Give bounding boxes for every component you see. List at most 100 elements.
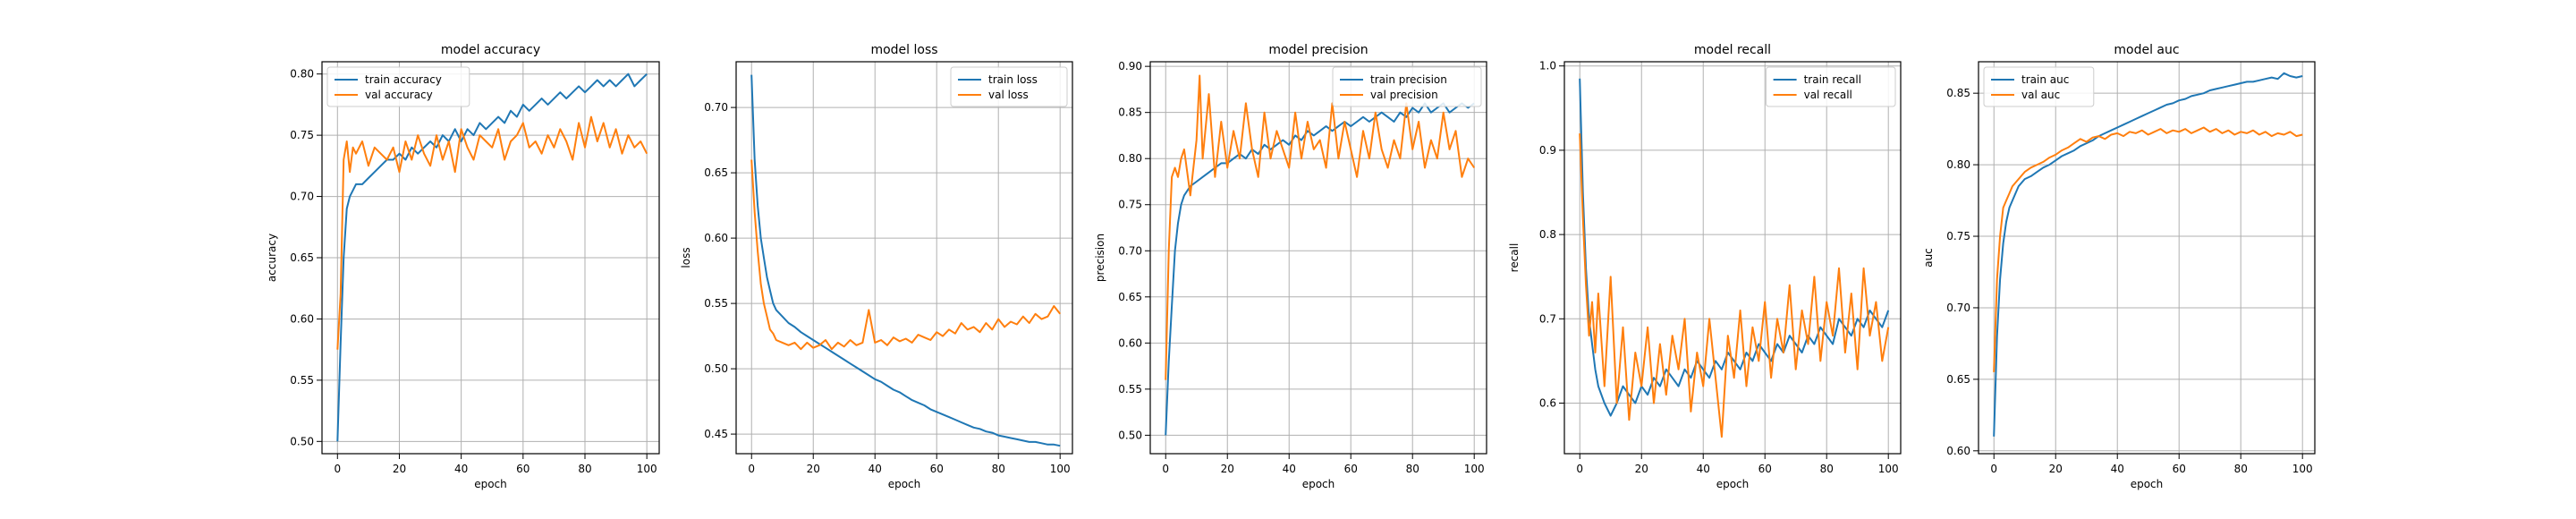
x-tick-label: 0 [1990, 463, 1997, 475]
x-tick-label: 80 [992, 463, 1005, 475]
y-tick-label: 0.65 [704, 166, 728, 179]
y-tick-label: 0.55 [290, 374, 314, 387]
y-tick-label: 0.55 [704, 297, 728, 310]
legend-entry: train precision [1370, 73, 1447, 86]
y-tick-label: 0.85 [1946, 87, 1970, 99]
series-line-train [1993, 72, 2303, 437]
x-tick-label: 60 [2173, 463, 2186, 475]
x-tick-label: 80 [1406, 463, 1419, 475]
y-tick-label: 0.50 [704, 362, 728, 375]
x-tick-label: 60 [1344, 463, 1358, 475]
chart-panel-1: 0 20 40 60 80 100 0.50 0.55 0.60 0.65 0.70 0.75 0.80… [266, 43, 660, 490]
y-tick-label: 0.9 [1539, 144, 1556, 157]
x-tick-label: 20 [1635, 463, 1648, 475]
y-tick-label: 0.60 [290, 312, 314, 325]
legend: train precision val precision [1332, 66, 1482, 107]
legend-box [1332, 66, 1482, 107]
series-line-val [1993, 126, 2303, 372]
legend-box [1766, 66, 1896, 107]
legend-entry: val recall [1804, 89, 1852, 101]
series-line-val [1579, 133, 1890, 438]
y-tick-label: 0.70 [1118, 244, 1142, 257]
y-axis-label: loss [680, 247, 692, 268]
x-tick-label: 0 [1576, 463, 1583, 475]
y-tick-label: 0.90 [1118, 60, 1142, 72]
y-tick-label: 1.0 [1539, 60, 1556, 72]
y-axis-label: accuracy [266, 234, 278, 282]
chart-panel-5: 0 20 40 60 80 100 0.60 0.65 0.70 0.75 0.80 0.85 mode… [1922, 43, 2316, 490]
x-tick-label: 80 [1820, 463, 1834, 475]
legend: train auc val auc [1983, 66, 2095, 107]
legend-entry: val accuracy [365, 89, 433, 101]
x-tick-label: 20 [807, 463, 820, 475]
y-tick-label: 0.70 [1946, 302, 1970, 314]
x-tick-label: 100 [1878, 463, 1899, 475]
x-tick-label: 100 [1464, 463, 1485, 475]
axes-frame [1149, 61, 1487, 455]
y-tick-label: 0.45 [704, 428, 728, 440]
x-tick-label: 20 [1221, 463, 1234, 475]
series-line-train [336, 72, 648, 442]
y-tick-label: 0.80 [1946, 158, 1970, 171]
axes-frame [1563, 61, 1902, 455]
legend-entry: val precision [1370, 89, 1438, 101]
x-axis-label: epoch [888, 478, 921, 490]
legend: train recall val recall [1766, 66, 1896, 107]
x-tick-label: 80 [2234, 463, 2248, 475]
series-line-val [750, 159, 1061, 351]
x-tick-label: 40 [1697, 463, 1710, 475]
y-tick-label: 0.80 [1118, 152, 1142, 165]
x-tick-label: 0 [1162, 463, 1169, 475]
chart-title: model auc [2114, 43, 2179, 57]
y-tick-label: 0.8 [1539, 228, 1556, 241]
y-tick-label: 0.75 [290, 129, 314, 141]
axes-frame [1978, 61, 2316, 455]
legend: train accuracy val accuracy [326, 66, 470, 107]
legend-entry: train auc [2021, 73, 2069, 86]
y-axis-label: recall [1508, 243, 1521, 273]
x-tick-label: 60 [1758, 463, 1772, 475]
y-tick-label: 0.85 [1118, 106, 1142, 119]
y-tick-label: 0.60 [704, 232, 728, 244]
y-tick-label: 0.65 [1118, 291, 1142, 303]
x-axis-label: epoch [1716, 478, 1750, 490]
legend-entry: val auc [2021, 89, 2060, 101]
series-line-val [336, 115, 648, 350]
chart-panel-4: 0 20 40 60 80 100 0.6 0.7 0.8 0.9 1.0 model recall e… [1508, 43, 1902, 490]
chart-title: model accuracy [441, 43, 540, 57]
x-tick-label: 20 [393, 463, 406, 475]
x-tick-label: 100 [1050, 463, 1071, 475]
y-axis-label: auc [1922, 248, 1935, 268]
x-tick-label: 100 [2292, 463, 2313, 475]
chart-panel-2: 0 20 40 60 80 100 0.45 0.50 0.55 0.60 0.65 0.70 mode… [680, 43, 1073, 490]
y-tick-label: 0.60 [1118, 336, 1142, 349]
y-tick-label: 0.65 [1946, 373, 1970, 386]
y-tick-label: 0.50 [290, 435, 314, 447]
x-tick-label: 40 [869, 463, 882, 475]
axes-frame [735, 61, 1073, 455]
x-axis-label: epoch [2131, 478, 2164, 490]
x-tick-label: 100 [637, 463, 657, 475]
y-tick-label: 0.60 [1946, 445, 1970, 457]
legend-entry: train loss [988, 73, 1038, 86]
x-axis-label: epoch [1302, 478, 1335, 490]
x-tick-label: 20 [2049, 463, 2063, 475]
series-line-train [750, 74, 1061, 447]
chart-panel-3: 0 20 40 60 80 100 0.50 0.55 0.60 0.65 0.70 0.75 0.80… [1094, 43, 1487, 490]
chart-title: model recall [1694, 43, 1771, 57]
y-tick-label: 0.70 [704, 101, 728, 114]
x-tick-label: 0 [748, 463, 755, 475]
chart-title: model loss [870, 43, 937, 57]
y-axis-label: precision [1094, 234, 1106, 282]
y-tick-label: 0.80 [290, 68, 314, 81]
y-tick-label: 0.70 [290, 191, 314, 203]
legend-box [1983, 66, 2095, 107]
legend-box [326, 66, 470, 107]
y-tick-label: 0.7 [1539, 312, 1556, 325]
y-tick-label: 0.6 [1539, 396, 1556, 409]
series-line-train [1579, 78, 1890, 417]
y-tick-label: 0.75 [1946, 230, 1970, 242]
x-tick-label: 40 [2111, 463, 2124, 475]
